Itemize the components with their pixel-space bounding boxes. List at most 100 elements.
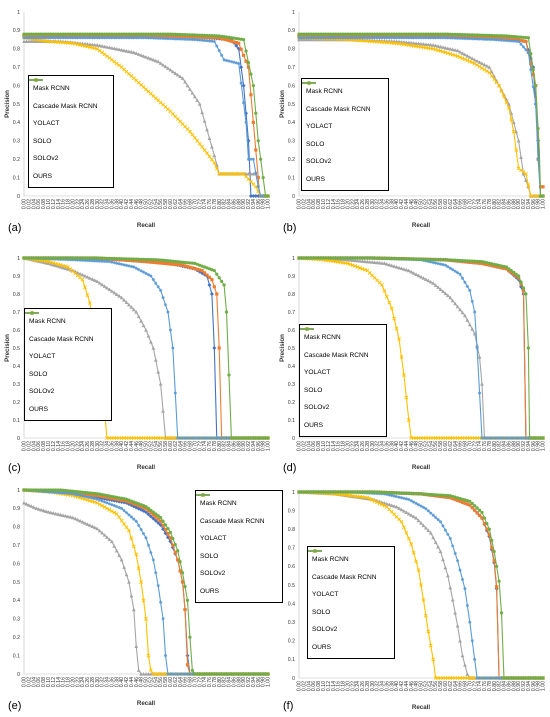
- data-point-e-2-10: [46, 510, 51, 514]
- data-point-c-5-94: [251, 436, 255, 440]
- data-point-e-5-13: [54, 488, 58, 492]
- data-point-b-2-65: [455, 48, 460, 53]
- data-point-b-4-75: [480, 37, 484, 41]
- data-point-c-4-76: [207, 436, 212, 440]
- data-point-a-1-42: [124, 34, 129, 38]
- data-point-a-2-74: [202, 119, 207, 123]
- data-point-b-2-1: [299, 37, 304, 42]
- data-point-c-5-56: [159, 258, 163, 262]
- data-point-e-5-76: [207, 672, 212, 676]
- data-point-f-5-70: [468, 499, 472, 503]
- data-point-b-5-6: [312, 32, 316, 36]
- x-tick-label-a-34: 0.68: [188, 199, 194, 209]
- chart-f-svg: 00.10.20.30.40.50.60.70.80.910.000.020.0…: [288, 490, 547, 711]
- panel-e: 0 0.1 0.2 0.3 0.4 0.5 0.6 0.7 0.8 0.9 1 0.00 0.02 0.0…: [0, 480, 283, 717]
- data-point-a-1-64: [178, 34, 182, 38]
- data-point-a-1-8: [41, 34, 46, 38]
- data-point-e-3-47: [136, 566, 141, 571]
- data-point-b-5-87: [509, 34, 513, 38]
- data-point-c-1-67: [185, 264, 190, 269]
- data-point-b-2-74: [477, 60, 482, 64]
- data-point-d-5-58: [438, 258, 443, 262]
- data-point-d-5-10: [321, 256, 325, 260]
- x-tick-label-d-48: 0.96: [531, 441, 537, 451]
- data-point-a-1-47: [137, 34, 141, 38]
- data-point-e-3-45: [131, 544, 136, 549]
- data-point-c-5-79: [215, 272, 219, 276]
- data-point-c-1-71: [195, 267, 199, 271]
- x-tick-label-f-29: 0.58: [438, 681, 444, 691]
- data-point-c-0-77: [209, 292, 214, 296]
- data-point-d-4-63: [451, 268, 455, 272]
- data-point-f-5-25: [358, 490, 362, 494]
- data-point-e-2-47: [136, 668, 141, 672]
- legend-label-e-5: OURS: [200, 587, 220, 595]
- data-point-a-5-6: [37, 32, 41, 36]
- y-tick-label-b-1: 0.1: [288, 175, 295, 181]
- x-tick-label-b-48: 0.96: [531, 199, 537, 209]
- data-point-a-1-88: [237, 41, 241, 45]
- data-point-f-4-43: [402, 496, 406, 500]
- data-point-d-5-57: [436, 258, 440, 262]
- data-point-e-5-34: [105, 493, 109, 498]
- data-point-a-1-63: [176, 34, 180, 38]
- data-point-d-4-76: [482, 436, 487, 440]
- x-tick-label-b-35: 0.70: [467, 199, 473, 209]
- data-point-c-3-27: [87, 301, 92, 305]
- data-point-d-5-27: [363, 256, 367, 260]
- data-point-f-5-97: [534, 676, 538, 680]
- data-point-a-4-91: [244, 120, 248, 124]
- data-point-b-5-85: [504, 34, 508, 38]
- y-tick-label-d-1: 0.1: [288, 418, 295, 424]
- data-point-a-5-57: [161, 32, 165, 36]
- data-point-a-4-6: [37, 36, 41, 40]
- data-point-b-2-60: [443, 45, 448, 50]
- data-point-c-4-71: [195, 436, 199, 440]
- x-tick-label-d-34: 0.68: [463, 441, 469, 451]
- data-point-b-4-76: [482, 37, 487, 41]
- data-point-d-5-97: [534, 436, 538, 440]
- data-point-d-5-72: [473, 259, 477, 263]
- data-point-b-5-78: [487, 33, 491, 38]
- data-point-e-1-53: [151, 513, 155, 517]
- data-point-f-1-75: [480, 516, 484, 520]
- data-point-b-4-29: [368, 36, 372, 40]
- data-point-a-1-45: [132, 34, 136, 38]
- data-point-f-5-41: [397, 491, 401, 495]
- data-point-d-4-92: [521, 436, 526, 440]
- x-tick-label-a-44: 0.88: [236, 199, 242, 209]
- y-tick-label-b-3: 0.3: [288, 139, 295, 145]
- data-point-c-4-53: [151, 278, 155, 282]
- data-point-a-1-28: [90, 34, 94, 38]
- x-tick-label-c-20: 0.40: [119, 441, 125, 451]
- data-point-e-5-39: [117, 496, 121, 500]
- data-point-c-1-55: [156, 261, 160, 265]
- data-point-e-5-95: [254, 672, 258, 676]
- data-point-c-1-64: [178, 263, 182, 267]
- data-point-e-2-14: [56, 512, 61, 516]
- data-point-f-3-49: [416, 568, 421, 573]
- data-point-a-4-46: [134, 36, 138, 40]
- data-point-c-5-7: [39, 256, 43, 260]
- data-point-b-5-22: [351, 32, 355, 36]
- data-point-e-5-67: [185, 598, 190, 602]
- data-point-a-4-90: [242, 101, 246, 105]
- data-point-e-5-91: [244, 672, 248, 676]
- data-point-f-5-99: [538, 676, 543, 680]
- data-point-c-4-43: [127, 264, 131, 268]
- data-point-b-1-91: [519, 38, 523, 43]
- data-point-e-5-53: [151, 510, 155, 514]
- data-point-c-4-42: [124, 263, 129, 267]
- data-point-c-5-14: [56, 256, 60, 260]
- data-point-e-4-25: [83, 494, 87, 499]
- data-point-e-4-38: [115, 504, 119, 509]
- data-point-a-2-64: [178, 74, 183, 79]
- x-tick-label-d-30: 0.60: [443, 441, 449, 451]
- data-point-c-5-96: [256, 436, 260, 440]
- data-point-b-4-71: [470, 37, 474, 41]
- x-tick-label-c-32: 0.64: [178, 441, 184, 451]
- data-point-b-5-34: [380, 32, 384, 36]
- data-point-f-4-51: [421, 505, 426, 510]
- data-point-d-5-64: [453, 258, 457, 262]
- data-point-e-4-21: [73, 492, 77, 496]
